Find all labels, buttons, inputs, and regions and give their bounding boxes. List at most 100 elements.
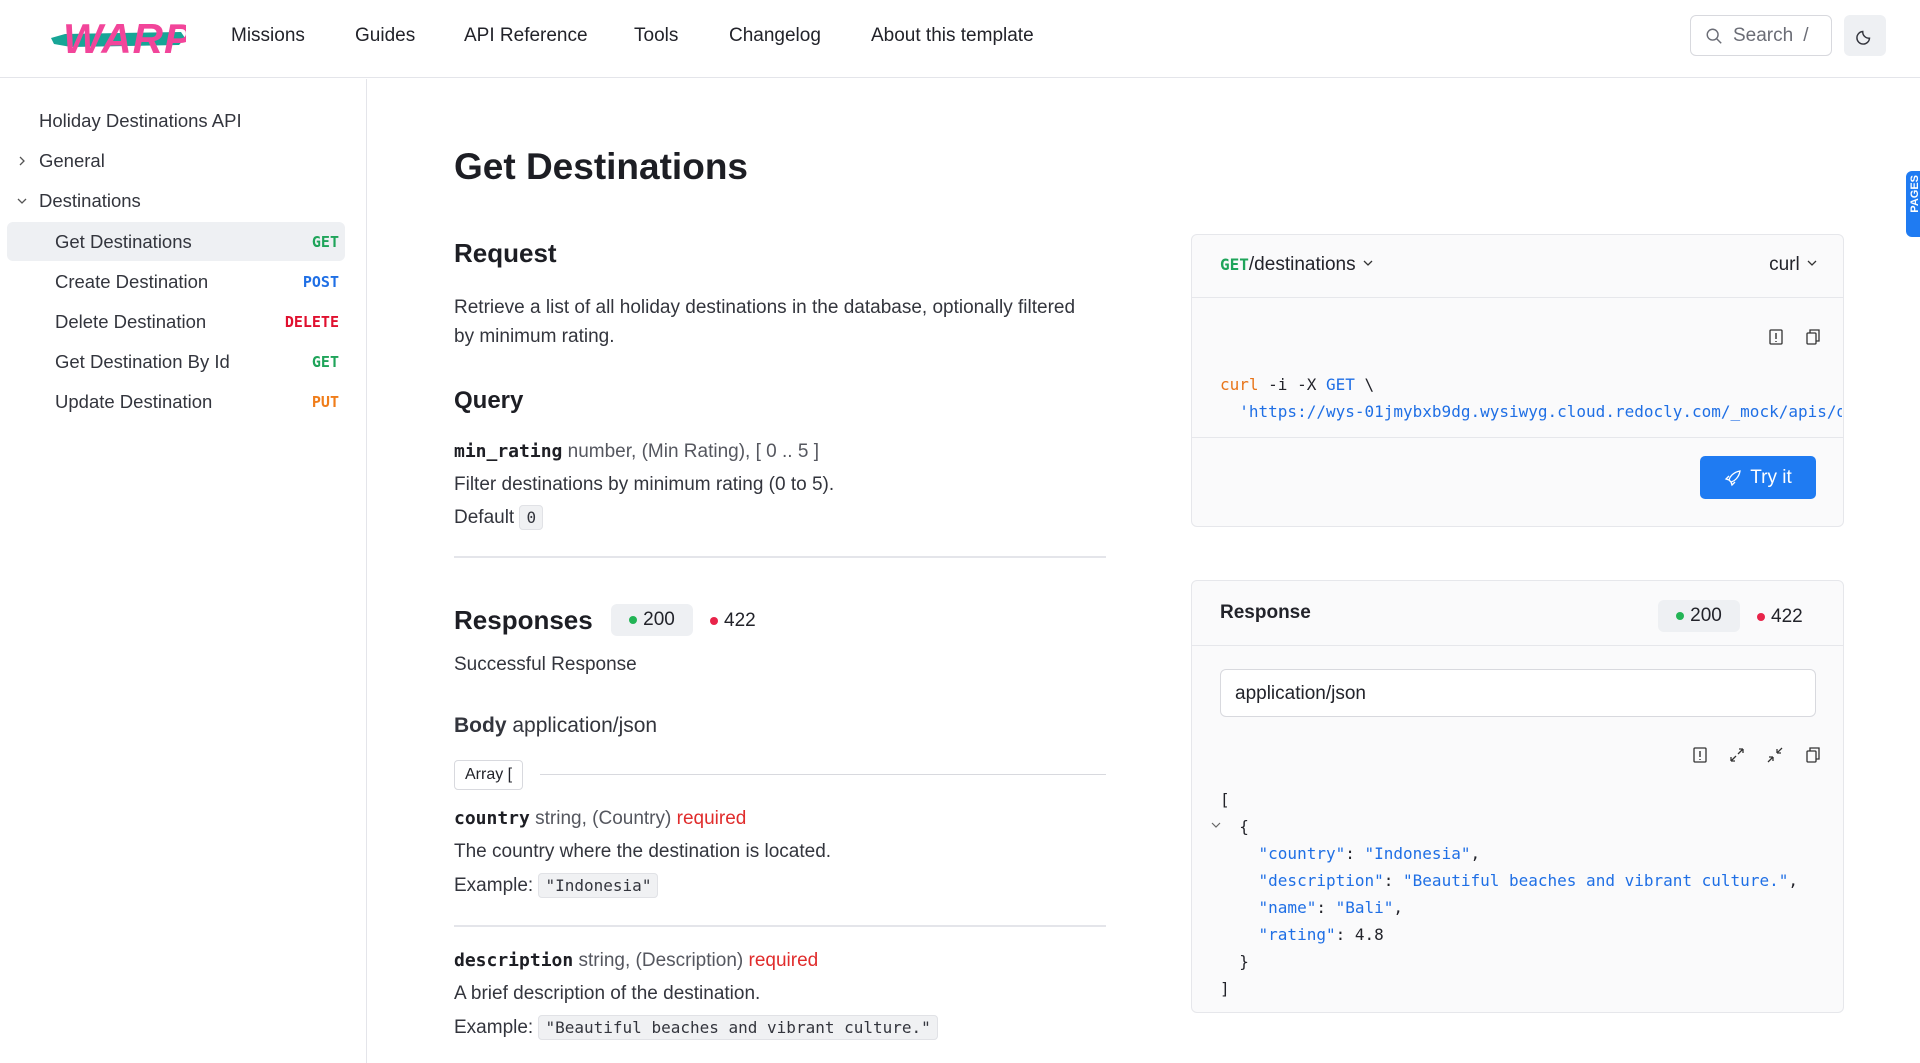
- body-label: Body: [454, 714, 507, 737]
- request-sample-panel: GET/destinations curl curl -i -X GET \ '…: [1191, 234, 1844, 527]
- warp-logo[interactable]: WARP: [51, 12, 192, 62]
- sidebar-item-label: Get Destinations: [55, 230, 192, 252]
- divider: [1192, 437, 1843, 438]
- request-panel-header: GET/destinations curl: [1192, 235, 1843, 298]
- pages-tab[interactable]: PAGES: [1906, 171, 1920, 237]
- nav-api-reference[interactable]: API Reference: [464, 25, 588, 46]
- chevron-right-icon: [19, 156, 25, 165]
- nav-about-template[interactable]: About this template: [871, 25, 1034, 46]
- method-label: GET: [1220, 255, 1249, 274]
- sidebar-item-delete-destination[interactable]: Delete Destination DELETE: [7, 302, 345, 341]
- error-dot-icon: [710, 616, 718, 625]
- field-description-text: A brief description of the destination.: [454, 983, 761, 1004]
- code-token: GET: [1325, 375, 1355, 394]
- json-bracket: [: [1220, 790, 1230, 809]
- sidebar-item-label: Holiday Destinations API: [39, 109, 242, 131]
- theme-toggle-button[interactable]: [1844, 15, 1886, 56]
- sidebar-item-get-destination-by-id[interactable]: Get Destination By Id GET: [7, 342, 345, 381]
- nav-changelog[interactable]: Changelog: [729, 25, 821, 46]
- chevron-down-icon: [17, 198, 27, 204]
- top-header: WARP Missions Guides API Reference Tools…: [0, 0, 1920, 78]
- curl-code-block: curl -i -X GET \ 'https://wys-01jmybxb9d…: [1220, 371, 1842, 425]
- field-meta: string, (Country): [535, 808, 672, 829]
- success-dot-icon: [629, 616, 638, 624]
- json-response-block: [ { "country": "Indonesia", "description…: [1211, 786, 1798, 1002]
- default-label: Default: [454, 507, 515, 528]
- report-icon[interactable]: [1691, 746, 1709, 764]
- expand-all-icon[interactable]: [1728, 746, 1746, 764]
- divider: [454, 925, 1106, 927]
- response-description: Successful Response: [454, 654, 637, 675]
- responses-heading: Responses: [454, 605, 593, 635]
- sidebar-item-get-destinations[interactable]: Get Destinations GET: [7, 222, 345, 261]
- field-name: country: [454, 808, 530, 829]
- sidebar-item-label: Create Destination: [55, 270, 209, 292]
- request-description-cont: by minimum rating.: [454, 326, 615, 347]
- field-example: Example: "Indonesia": [454, 873, 659, 898]
- chevron-down-icon: [1363, 260, 1373, 266]
- code-label: 422: [1771, 606, 1803, 627]
- json-brace: {: [1239, 817, 1249, 836]
- moon-icon: [1856, 30, 1871, 45]
- sidebar-item-label: Get Destination By Id: [55, 350, 230, 372]
- example-value: "Beautiful beaches and vibrant culture.": [538, 1015, 938, 1040]
- field-description-text: The country where the destination is loc…: [454, 841, 832, 862]
- response-tab-200[interactable]: 200: [611, 604, 693, 636]
- array-toggle[interactable]: Array [: [454, 760, 524, 790]
- report-icon[interactable]: [1767, 328, 1785, 346]
- search-label: Search: [1733, 24, 1794, 46]
- error-dot-icon: [1757, 612, 1765, 621]
- collapse-chevron-icon[interactable]: [1210, 819, 1222, 831]
- example-label: Example:: [454, 1017, 534, 1038]
- code-token: curl: [1220, 375, 1259, 394]
- json-sep: ,: [1393, 898, 1404, 917]
- sidebar-group-general[interactable]: General: [7, 141, 345, 180]
- divider: [454, 556, 1106, 558]
- pages-tab-label: PAGES: [1909, 175, 1920, 213]
- sidebar-api-title[interactable]: Holiday Destinations API: [7, 101, 345, 140]
- sidebar: Holiday Destinations API General Destina…: [0, 79, 367, 1063]
- success-dot-icon: [1676, 612, 1685, 620]
- param-meta: number, (Min Rating), [ 0 .. 5 ]: [567, 441, 819, 462]
- code-token: \: [1364, 375, 1375, 394]
- query-heading: Query: [454, 387, 524, 414]
- sidebar-item-create-destination[interactable]: Create Destination POST: [7, 262, 345, 301]
- response-panel-title: Response: [1220, 602, 1311, 623]
- response-sample-tab-200[interactable]: 200: [1658, 600, 1740, 632]
- try-it-button[interactable]: Try it: [1700, 456, 1816, 499]
- json-key: "country": [1258, 844, 1346, 863]
- code-label: 200: [643, 609, 675, 630]
- field-example: Example: "Beautiful beaches and vibrant …: [454, 1015, 938, 1040]
- copy-icon[interactable]: [1804, 746, 1822, 764]
- language-selector[interactable]: curl: [1769, 254, 1819, 276]
- response-sample-tab-422[interactable]: 422: [1757, 606, 1803, 628]
- response-sample-panel: Response 200 422 application/json [ { "c…: [1191, 580, 1844, 1013]
- method-badge: PUT: [311, 392, 339, 411]
- content-type-selector[interactable]: application/json: [1220, 669, 1816, 717]
- page-title: Get Destinations: [454, 146, 748, 187]
- json-value: "Beautiful beaches and vibrant culture.": [1403, 871, 1789, 890]
- collapse-all-icon[interactable]: [1766, 746, 1784, 764]
- nav-missions[interactable]: Missions: [231, 25, 305, 46]
- response-tab-422[interactable]: 422: [710, 610, 756, 632]
- sidebar-group-destinations[interactable]: Destinations: [7, 181, 345, 220]
- method-badge: GET: [311, 352, 339, 371]
- json-sep: ,: [1470, 844, 1481, 863]
- search-button[interactable]: Search /: [1690, 15, 1832, 56]
- copy-icon[interactable]: [1804, 328, 1822, 346]
- nav-guides[interactable]: Guides: [355, 25, 416, 46]
- field-description: description string, (Description) requir…: [454, 950, 818, 972]
- nav-tools[interactable]: Tools: [634, 25, 679, 46]
- json-key: "description": [1258, 871, 1384, 890]
- default-value: 0: [519, 505, 544, 530]
- json-value: 4.8: [1354, 925, 1384, 944]
- sidebar-item-label: Update Destination: [55, 390, 213, 412]
- sidebar-item-update-destination[interactable]: Update Destination PUT: [7, 382, 345, 421]
- field-meta: string, (Description): [578, 950, 744, 971]
- endpoint-selector[interactable]: GET/destinations: [1220, 254, 1375, 276]
- array-line: [540, 774, 1106, 775]
- code-url: 'https://wys-01jmybxb9dg.wysiwyg.cloud.r…: [1239, 402, 1842, 421]
- sidebar-item-label: General: [39, 149, 105, 171]
- param-default: Default 0: [454, 505, 544, 530]
- param-min-rating: min_rating number, (Min Rating), [ 0 .. …: [454, 441, 819, 463]
